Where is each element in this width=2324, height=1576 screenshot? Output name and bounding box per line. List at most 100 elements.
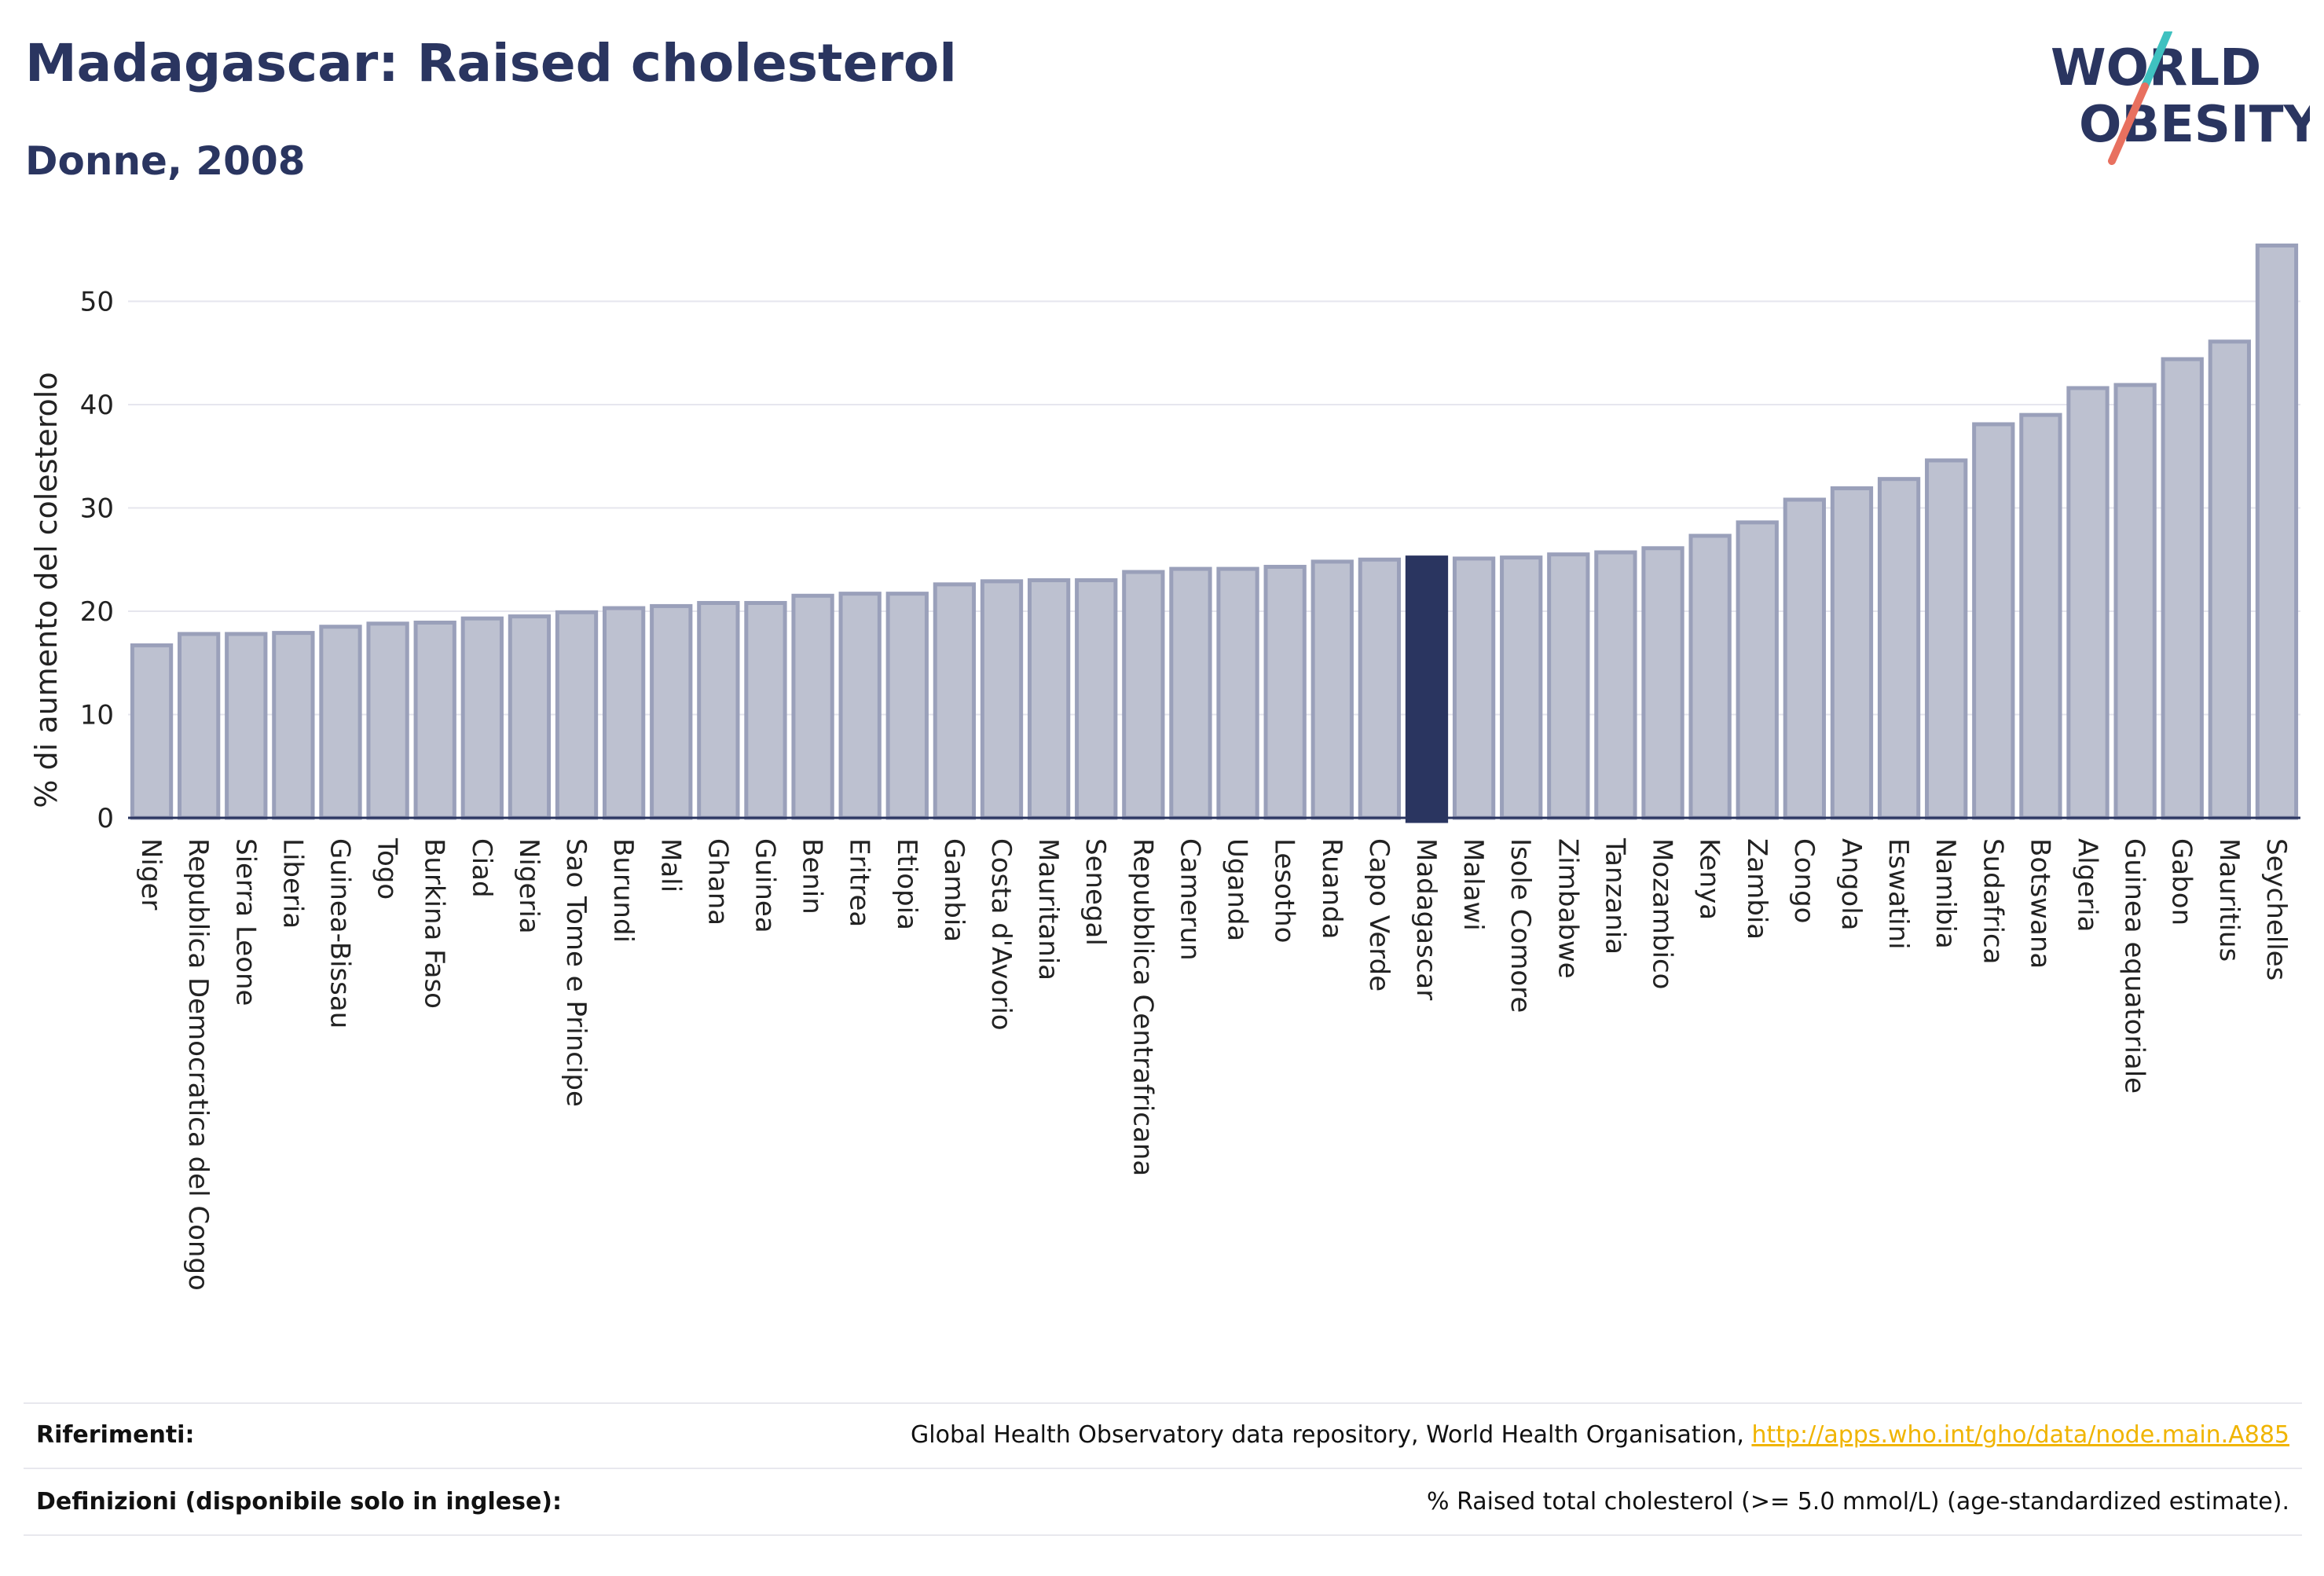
references-row: Riferimenti: Global Health Observatory d…: [24, 1402, 2302, 1468]
x-tick-label: Uganda: [1222, 838, 1253, 941]
x-tick-label: Republica Democratica del Congo: [182, 838, 214, 1291]
bar: [1688, 533, 1732, 820]
x-tick-label: Namibia: [1930, 838, 1961, 949]
bar: [2019, 412, 2062, 820]
logo-slash-coral: [2108, 82, 2149, 165]
x-tick-label: Sierra Leone: [229, 838, 261, 1006]
footer-divider: [24, 1534, 2302, 1536]
bar: [1263, 564, 1307, 820]
y-axis-label: % di aumento del colesterolo: [29, 372, 64, 808]
page-subtitle: Donne, 2008: [25, 138, 306, 184]
bar: [697, 600, 740, 820]
bar-chart: 0 10 20 30 40 50 % di aumento del colesterolo N…: [29, 243, 2300, 1291]
x-tick-label: Zambia: [1741, 838, 1772, 940]
x-tick-label: Congo: [1788, 838, 1820, 923]
bar: [791, 593, 834, 820]
x-tick-label: Mauritania: [1032, 838, 1064, 980]
x-tick-label: Capo Verde: [1363, 838, 1395, 991]
x-tick-label: Niger: [135, 838, 167, 910]
x-tick-label: Seychelles: [2260, 838, 2292, 980]
x-tick-label: Mali: [654, 838, 686, 892]
bar: [1783, 497, 1827, 820]
bar: [508, 614, 552, 820]
x-tick-label: Malawi: [1457, 838, 1489, 931]
bar: [178, 632, 221, 820]
bar: [650, 603, 693, 820]
x-tick-label: Guinea equatoriale: [2119, 838, 2150, 1094]
x-tick-label: Ghana: [702, 838, 733, 925]
bar: [1216, 566, 1259, 820]
x-tick-label: Angola: [1835, 838, 1867, 930]
y-tick-label: 20: [80, 596, 114, 628]
bar: [272, 631, 315, 820]
x-tick-label: Sudafrica: [1977, 838, 2008, 964]
references-value: Global Health Observatory data repositor…: [911, 1421, 2289, 1449]
bar: [1500, 555, 1543, 820]
x-tick-label: Burkina Faso: [419, 838, 450, 1009]
definitions-text: % Raised total cholesterol (>= 5.0 mmol/…: [1427, 1488, 2289, 1516]
bar: [980, 579, 1024, 820]
y-tick-label: 40: [80, 390, 114, 421]
x-tick-label: Gambia: [938, 838, 970, 942]
x-tick-label: Costa d'Avorio: [985, 838, 1017, 1031]
bar: [1169, 566, 1212, 820]
bar: [319, 625, 362, 820]
bar: [1641, 546, 1684, 820]
x-tick-label: Benin: [797, 838, 828, 914]
x-tick-label: Repubblica Centrafricana: [1127, 838, 1158, 1176]
logo-slash-teal: [2141, 31, 2172, 90]
bar: [366, 621, 409, 820]
bar: [555, 610, 599, 820]
x-tick-label: Isole Comore: [1505, 838, 1536, 1013]
bar: [2113, 383, 2157, 820]
bar: [1830, 486, 1874, 820]
x-tick-label: Burundi: [607, 838, 639, 943]
bar: [885, 592, 929, 820]
bar: [1405, 555, 1449, 823]
x-tick-label: Guinea-Bissau: [324, 838, 355, 1028]
bar: [2255, 243, 2299, 820]
bar: [744, 600, 787, 820]
x-tick-label: Sao Tome e Principe: [560, 838, 592, 1107]
definitions-row: Definizioni (disponibile solo in inglese…: [24, 1468, 2302, 1535]
x-tick-label: Nigeria: [513, 838, 544, 934]
x-tick-label: Eritrea: [844, 838, 875, 927]
x-tick-label: Camerun: [1174, 838, 1205, 961]
x-tick-label: Gabon: [2166, 838, 2198, 925]
references-link[interactable]: http://apps.who.int/gho/data/node.main.A…: [1751, 1421, 2289, 1449]
x-tick-label: Zimbabwe: [1552, 838, 1583, 979]
bar: [1075, 578, 1118, 820]
x-tick-label: Kenya: [1694, 838, 1725, 920]
bar: [1972, 422, 2015, 820]
bar: [1452, 556, 1496, 820]
bar: [130, 643, 174, 820]
x-tick-label: Algeria: [2072, 838, 2103, 932]
bar: [2161, 357, 2204, 820]
bar: [602, 606, 646, 820]
bar: [225, 632, 268, 820]
bar: [933, 582, 977, 820]
bar: [413, 620, 456, 820]
x-tick-label: Senegal: [1080, 838, 1111, 946]
world-obesity-logo-icon: WORLD OBESITY: [2051, 31, 2310, 165]
bar: [1736, 520, 1779, 820]
bar: [1594, 550, 1637, 820]
bar: [2208, 339, 2251, 820]
x-tick-label: Botswana: [2024, 838, 2055, 969]
bar: [838, 592, 882, 820]
x-tick-label: Tanzania: [1599, 837, 1630, 955]
bar: [2066, 386, 2110, 820]
x-tick-label: Ciad: [466, 838, 497, 898]
bar: [1925, 458, 1968, 820]
page-title: Madagascar: Raised cholesterol: [25, 33, 957, 93]
y-tick-label: 30: [80, 493, 114, 525]
y-tick-label: 0: [97, 803, 114, 834]
bar: [1310, 559, 1354, 820]
x-tick-label: Liberia: [277, 838, 308, 929]
x-tick-label: Eswatini: [1882, 838, 1914, 950]
x-tick-label: Lesotho: [1269, 838, 1300, 943]
bar: [1122, 570, 1165, 820]
bar: [1027, 578, 1071, 820]
x-tick-label: Mauritius: [2213, 838, 2245, 962]
y-tick-label: 10: [80, 700, 114, 731]
